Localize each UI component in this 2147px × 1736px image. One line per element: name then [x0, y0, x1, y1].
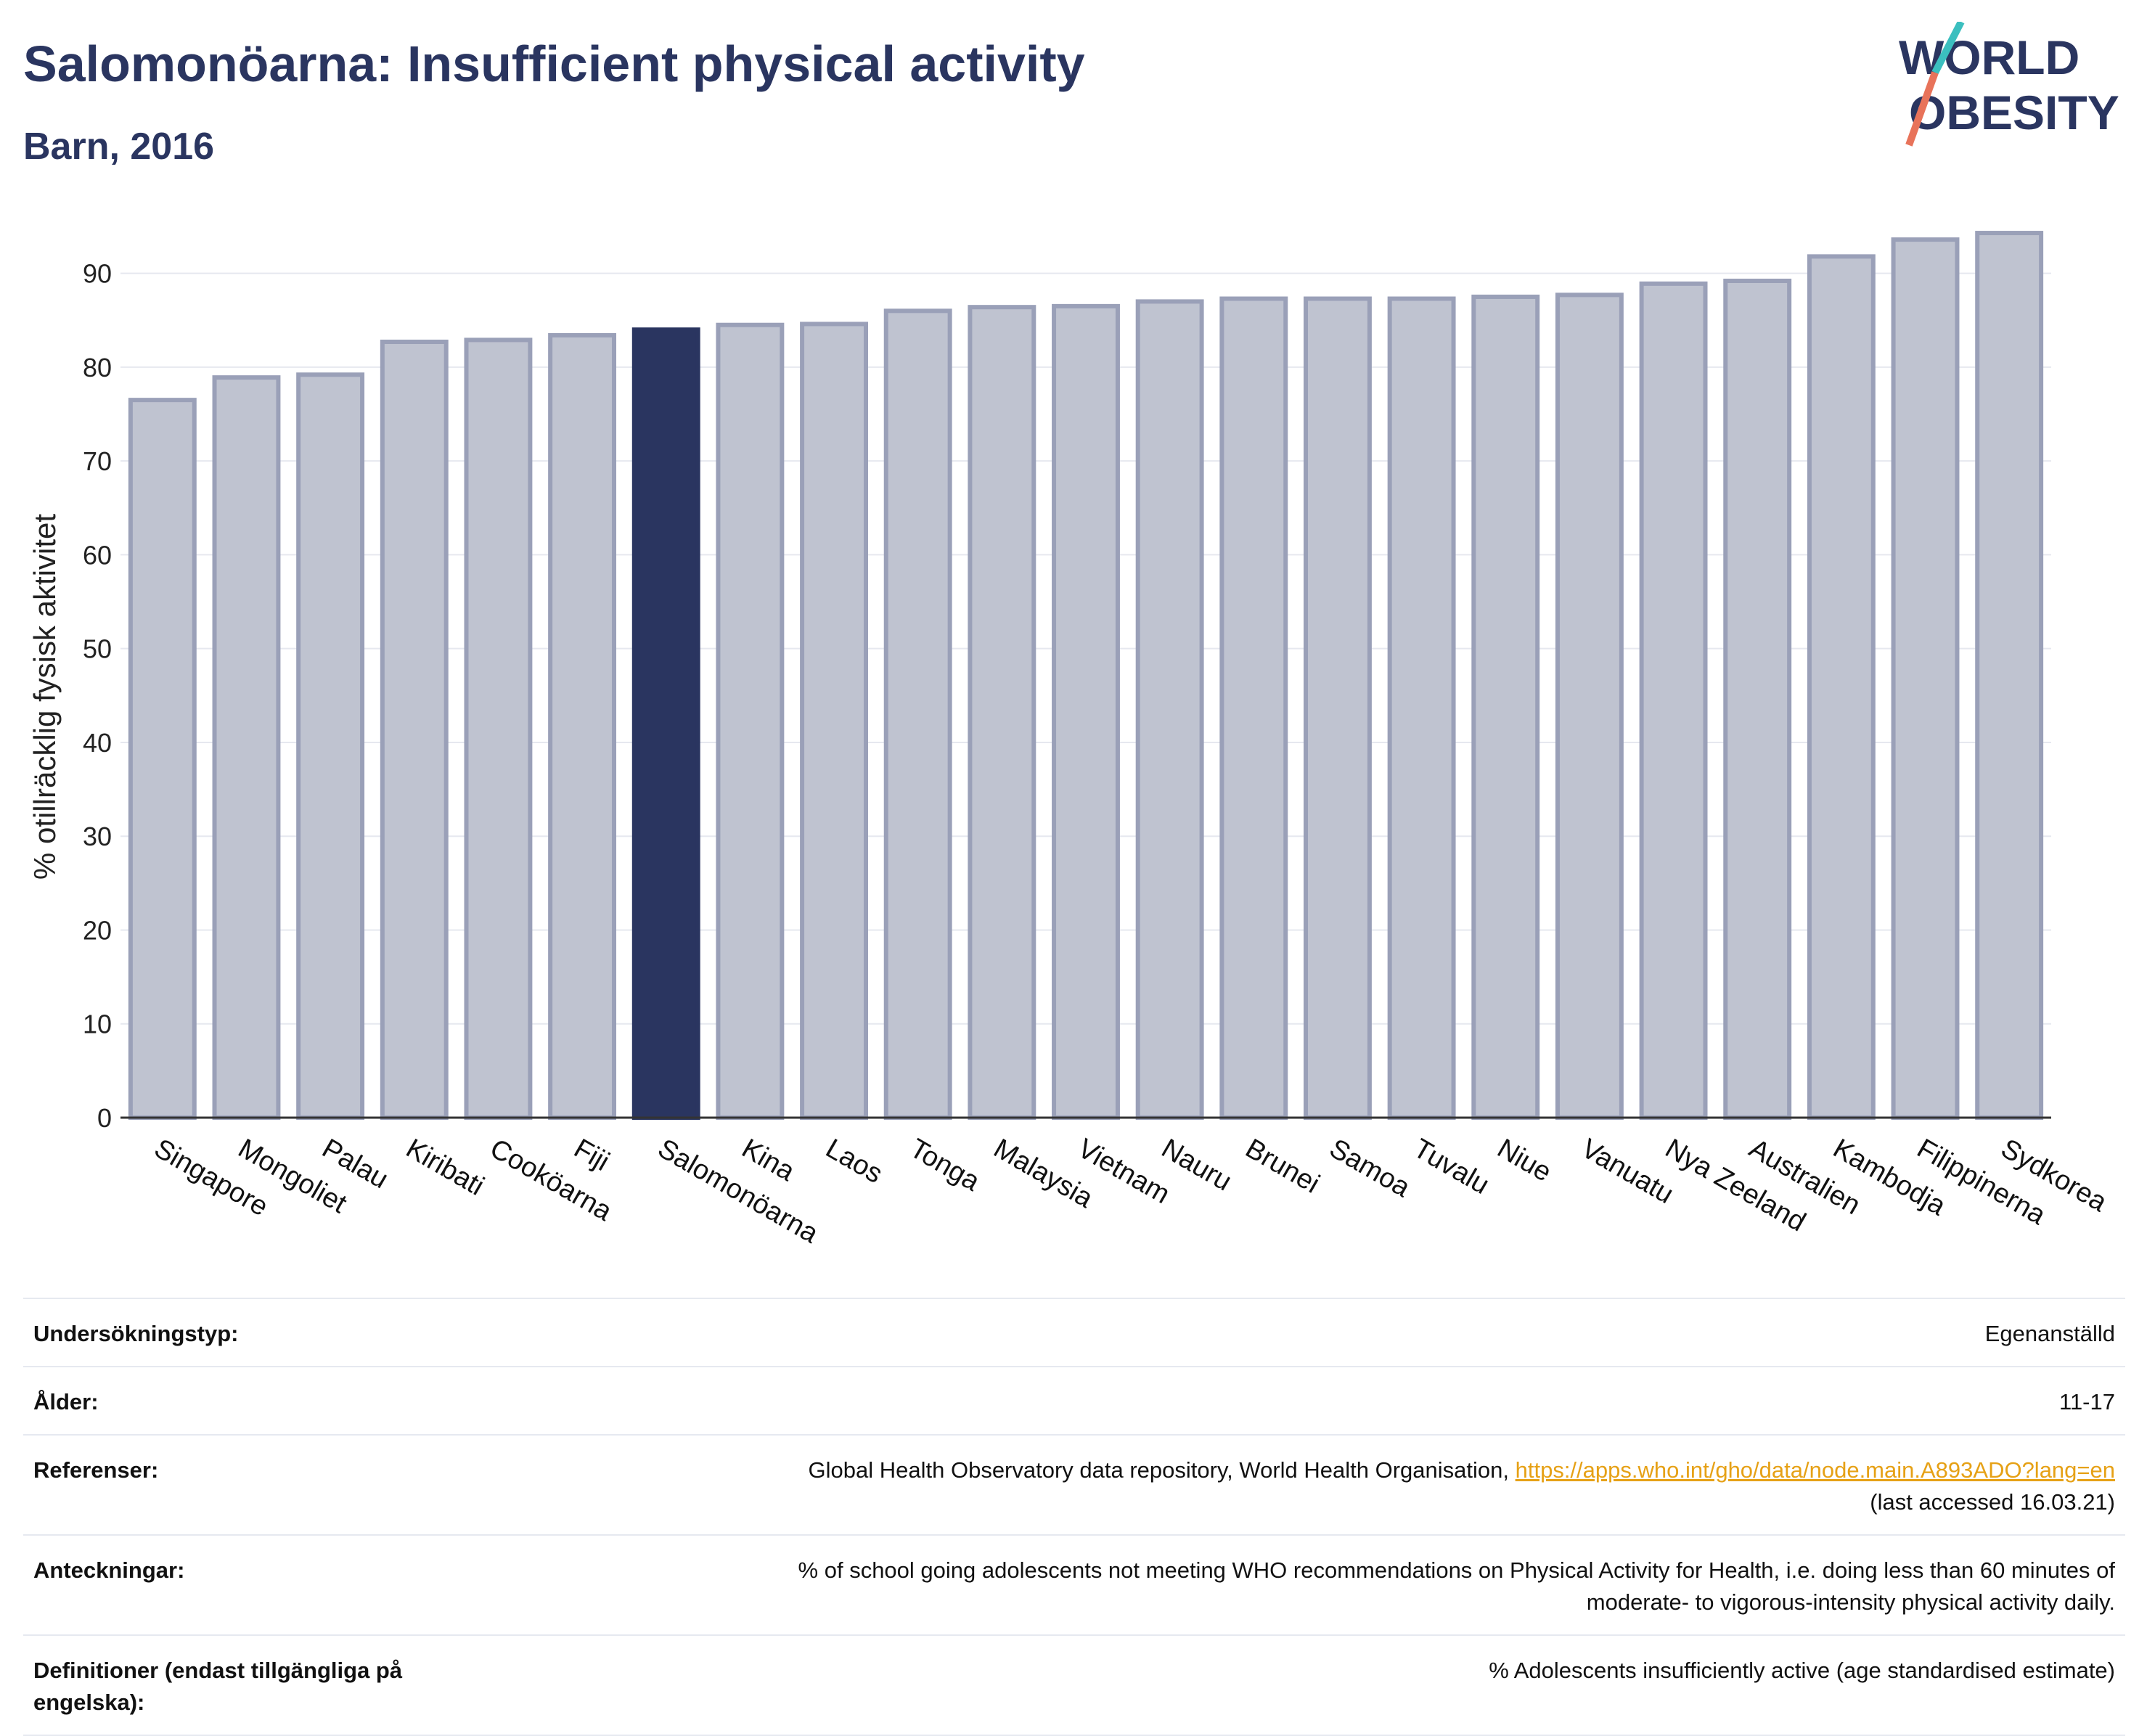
info-value: % of school going adolescents not meetin… — [498, 1555, 2115, 1618]
reference-text: Global Health Observatory data repositor… — [808, 1457, 1516, 1483]
info-label: Undersökningstyp: — [33, 1321, 239, 1346]
bar-vietnam — [1052, 303, 1120, 1121]
info-label: Definitioner (endast tillgängliga på eng… — [33, 1658, 403, 1715]
y-tick-label: 20 — [83, 915, 112, 945]
page-title: Salomonöarna: Insufficient physical acti… — [23, 36, 1085, 92]
reference-accessed: (last accessed 16.03.21) — [1870, 1489, 2115, 1515]
y-axis-label: % otillräcklig fysisk aktivitet — [28, 514, 62, 880]
bar-kina — [716, 322, 785, 1120]
reference-link[interactable]: https://apps.who.int/gho/data/node.main.… — [1515, 1457, 2115, 1483]
info-table: Undersökningstyp: Egenanställd Ålder: 11… — [23, 1298, 2125, 1736]
info-label: Ålder: — [33, 1389, 99, 1414]
x-tick-label: Salomonöarna — [653, 1133, 824, 1249]
bar-tonga — [883, 308, 952, 1121]
bar-nauru — [1135, 299, 1204, 1120]
x-tick-label: Brunei — [1240, 1133, 1325, 1199]
world-obesity-logo: WORLD OBESITY — [1899, 22, 2119, 147]
info-row-age: Ålder: 11-17 — [23, 1366, 2125, 1434]
bar-filippinerna — [1891, 237, 1960, 1121]
bars — [128, 231, 2044, 1121]
y-tick-label: 40 — [83, 728, 112, 758]
logo-line2: OBESITY — [1909, 86, 2119, 139]
bar-tuvalu — [1387, 296, 1456, 1121]
y-tick-label: 10 — [83, 1010, 112, 1039]
x-tick-label: Vanuatu — [1576, 1133, 1678, 1210]
logo-slash-coral — [1905, 71, 1939, 147]
info-value: Egenanställd — [1984, 1321, 2115, 1346]
bar-laos — [800, 322, 868, 1120]
y-tick-label: 60 — [83, 540, 112, 570]
bar-niue — [1471, 294, 1540, 1120]
info-label: Anteckningar: — [33, 1557, 185, 1583]
bar-malaysia — [968, 305, 1036, 1121]
info-label: Referenser: — [33, 1457, 159, 1483]
info-value: Global Health Observatory data repositor… — [498, 1454, 2115, 1518]
y-tick-label: 90 — [83, 259, 112, 289]
bar-cookö­arna — [464, 337, 533, 1120]
y-tick-label: 80 — [83, 353, 112, 382]
notes-line2: moderate- to vigorous-intensity physical… — [1586, 1589, 2115, 1615]
y-tick-label: 30 — [83, 822, 112, 851]
info-row-definitions: Definitioner (endast tillgängliga på eng… — [23, 1634, 2125, 1736]
info-row-survey-type: Undersökningstyp: Egenanställd — [23, 1298, 2125, 1366]
x-tick-label: Tonga — [904, 1133, 985, 1197]
bar-sydkorea — [1975, 231, 2044, 1120]
notes-line1: % of school going adolescents not meetin… — [798, 1557, 2115, 1583]
bar-chart: 0 10 20 30 40 50 60 70 80 90 SingaporeMongolietPa… — [28, 231, 2112, 1250]
x-tick-label: Nya Zeeland — [1660, 1133, 1811, 1237]
x-tick-label: Niue — [1492, 1133, 1557, 1187]
bar-mongoliet — [212, 375, 281, 1120]
y-tick-label: 70 — [83, 446, 112, 476]
y-tick-label: 50 — [83, 634, 112, 664]
info-value: 11-17 — [2059, 1389, 2115, 1414]
logo-slash-teal — [1931, 22, 1965, 75]
bar-kiribati — [380, 339, 449, 1121]
x-tick-label: Laos — [821, 1133, 888, 1190]
bar-fiji — [548, 332, 617, 1120]
bar-australien — [1723, 278, 1792, 1120]
bar-singapore — [128, 398, 197, 1120]
x-tick-label: Kiribati — [401, 1133, 489, 1201]
logo-line1: WORLD — [1899, 30, 2079, 84]
bar-nya-zeeland — [1639, 281, 1708, 1120]
x-tick-label: Fiji — [569, 1133, 615, 1177]
info-row-references: Referenser: Global Health Observatory da… — [23, 1434, 2125, 1534]
bar-salomonöarna — [631, 327, 700, 1121]
y-axis-ticks: 0 10 20 30 40 50 60 70 80 90 — [83, 259, 112, 1133]
x-tick-label: Tuvalu — [1408, 1133, 1494, 1200]
info-value: % Adolescents insufficiently active (age… — [1489, 1658, 2115, 1683]
bar-samoa — [1304, 296, 1372, 1121]
info-row-notes: Anteckningar: % of school going adolesce… — [23, 1534, 2125, 1634]
bar-vanuatu — [1555, 292, 1624, 1121]
y-tick-label: 0 — [97, 1103, 112, 1133]
page-subtitle: Barn, 2016 — [23, 126, 215, 168]
bar-brunei — [1219, 296, 1288, 1121]
bar-palau — [296, 372, 365, 1120]
x-tick-label: Samoa — [1324, 1133, 1415, 1203]
bar-kambodja — [1807, 254, 1876, 1120]
